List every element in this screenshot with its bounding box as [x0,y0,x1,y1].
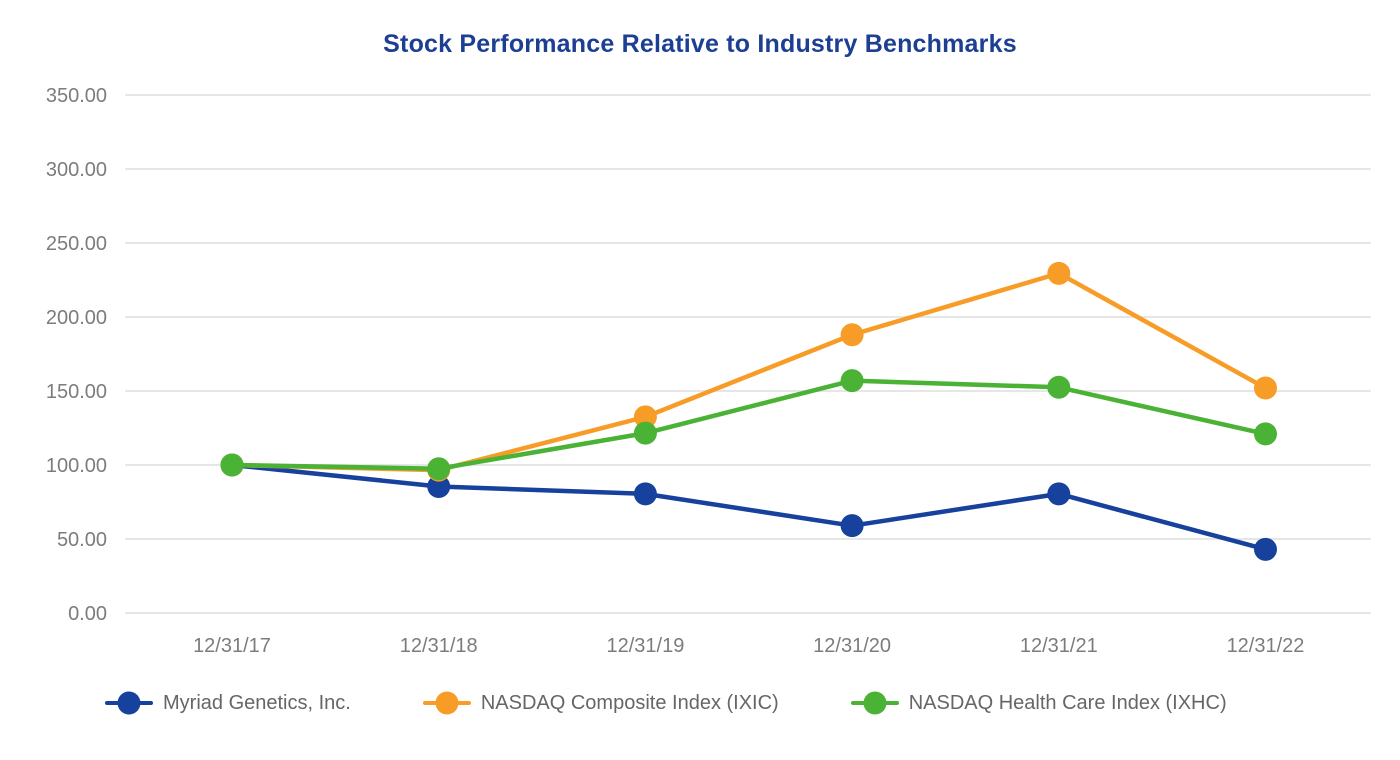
y-tick-label: 0.00 [68,603,107,625]
data-point [1047,261,1071,285]
legend-label: NASDAQ Composite Index (IXIC) [480,691,779,714]
data-point [633,482,657,506]
data-point [1047,482,1071,506]
chart-legend: Myriad Genetics, Inc. NASDAQ Composite In… [105,690,1227,716]
x-tick-label: 12/31/22 [1227,635,1305,657]
x-tick-label: 12/31/17 [193,635,271,657]
y-tick-label: 250.00 [46,233,107,255]
x-tick-label: 12/31/18 [400,635,478,657]
data-point [1254,376,1277,400]
x-tick-label: 12/31/20 [813,635,891,657]
y-tick-label: 150.00 [46,381,107,403]
y-tick-label: 350.00 [46,85,107,107]
legend-item: Myriad Genetics, Inc. [105,690,351,716]
series-line [229,378,1268,471]
y-tick-label: 100.00 [46,455,107,477]
legend-marker-icon [105,690,153,716]
data-point [1254,422,1277,446]
data-point [427,457,451,481]
series-line [229,462,1268,552]
legend-item: NASDAQ Composite Index (IXIC) [422,690,779,716]
data-point [427,474,451,498]
y-tick-label: 200.00 [46,307,107,329]
data-point [633,405,657,429]
chart-title: Stock Performance Relative to Industry B… [383,30,1017,58]
legend-label: NASDAQ Health Care Index (IXHC) [908,691,1227,714]
data-point [840,514,864,538]
legend-label: Myriad Genetics, Inc. [163,691,351,714]
data-point [1254,537,1277,561]
data-point [840,323,864,347]
data-point [220,453,244,477]
data-point [1047,375,1071,399]
y-tick-label: 50.00 [57,529,107,551]
legend-marker-icon [422,690,471,716]
y-tick-label: 300.00 [46,159,107,181]
legend-item: NASDAQ Health Care Index (IXHC) [850,690,1227,716]
data-point [840,369,864,393]
data-point [633,421,657,445]
legend-marker-icon [850,690,899,716]
x-tick-label: 12/31/21 [1020,635,1098,657]
x-tick-label: 12/31/19 [606,635,684,657]
series-line [229,271,1268,473]
